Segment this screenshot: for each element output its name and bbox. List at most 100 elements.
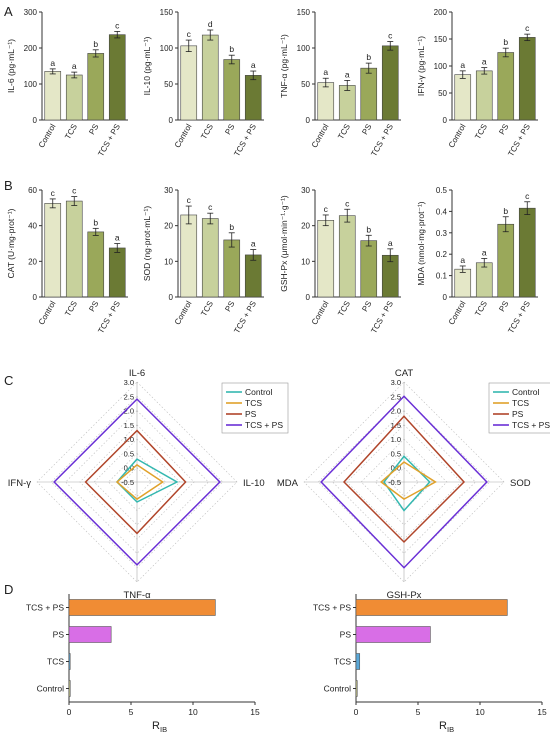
- bar: [355, 599, 508, 616]
- bar: [65, 74, 83, 121]
- x-tick-label: PS: [223, 300, 236, 314]
- significance-letter: a: [460, 255, 465, 265]
- radar-series-line: [342, 415, 466, 544]
- significance-letter: b: [93, 39, 98, 49]
- radar-gridline: [332, 410, 476, 554]
- radar-gridline: [122, 467, 152, 497]
- x-axis-label-subscript: IB: [447, 725, 454, 734]
- radar-gridline: [65, 410, 209, 554]
- x-tick-label: TCS: [199, 300, 215, 318]
- radar-tick-label: -0.5: [121, 478, 134, 487]
- x-axis-label: R: [152, 720, 160, 732]
- y-tick-label: 60: [28, 186, 37, 195]
- bar: [518, 37, 536, 121]
- bar: [87, 231, 105, 298]
- significance-letter: b: [366, 52, 371, 62]
- y-axis-label: TNF-α (pg·mL⁻¹): [279, 34, 289, 98]
- x-tick-label: 0: [354, 707, 359, 717]
- panel-letter-b: B: [4, 178, 13, 193]
- radar-tick-label: 1.5: [124, 421, 134, 430]
- bar: [44, 71, 62, 121]
- bar: [68, 680, 71, 697]
- significance-letter: d: [208, 19, 213, 29]
- x-tick-label: TCS: [199, 123, 215, 141]
- legend-label: PS: [512, 409, 524, 419]
- x-tick-label: PS: [360, 300, 373, 314]
- x-tick-label: PS: [497, 300, 510, 314]
- significance-letter: c: [324, 204, 329, 214]
- legend-label: TCS: [512, 398, 529, 408]
- legend-label: TCS + PS: [245, 420, 283, 430]
- bar: [68, 626, 112, 643]
- x-axis-label-subscript: IB: [160, 725, 167, 734]
- x-tick-label: 10: [188, 707, 198, 717]
- y-tick-label: 100: [434, 62, 448, 71]
- radar-tick-label: 3.0: [391, 378, 401, 387]
- x-tick-label: PS: [223, 123, 236, 137]
- x-tick-label: 15: [537, 707, 547, 717]
- x-tick-label: TCS: [63, 300, 79, 318]
- y-tick-label: 50: [301, 80, 310, 89]
- significance-letter: a: [482, 247, 487, 257]
- y-tick-label: TCS: [47, 657, 64, 667]
- legend-label: Control: [512, 387, 540, 397]
- bar: [355, 680, 358, 697]
- bar: [317, 220, 335, 298]
- legend-label: TCS: [245, 398, 262, 408]
- y-tick-label: 100: [24, 80, 38, 89]
- y-tick-label: 100: [297, 44, 311, 53]
- bar: [223, 239, 241, 298]
- significance-letter: c: [187, 29, 192, 39]
- x-tick-label: TCS + PS: [96, 123, 122, 159]
- y-tick-label: PS: [53, 630, 65, 640]
- bar: [360, 67, 378, 121]
- significance-letter: b: [503, 37, 508, 47]
- panel-letter-a: A: [4, 4, 13, 19]
- bar: [68, 653, 71, 670]
- y-axis-label: IFN-γ (pg·mL⁻¹): [416, 36, 426, 96]
- radar-series-line: [379, 461, 437, 501]
- y-axis-label: MDA (nmol·mg·prot⁻¹): [416, 201, 426, 285]
- bar: [108, 247, 126, 298]
- radar-tick-label: 2.5: [124, 392, 134, 401]
- y-tick-label: 20: [164, 222, 173, 231]
- radar-series-line: [115, 463, 165, 501]
- significance-letter: b: [229, 44, 234, 54]
- bar: [518, 207, 536, 298]
- legend-label: PS: [245, 409, 257, 419]
- radar-axis-label: IL-6: [129, 368, 145, 379]
- bar-chart-mda: 0 0.1 0.2 0.3 0.4 0.5 MDA (nmol·mg·prot⁻¹) a Con…: [416, 186, 538, 335]
- radar-axis-label: TNF-α: [123, 590, 151, 601]
- y-tick-label: 200: [24, 44, 38, 53]
- significance-letter: b: [93, 217, 98, 227]
- y-tick-label: 0.2: [436, 250, 448, 259]
- x-tick-label: PS: [360, 123, 373, 137]
- bar: [475, 262, 493, 298]
- significance-letter: c: [525, 191, 530, 201]
- bar: [65, 200, 83, 298]
- panel-letter-c: C: [4, 373, 13, 388]
- radar-axis-label: MDA: [277, 478, 299, 489]
- x-tick-label: TCS + PS: [232, 300, 258, 336]
- x-tick-label: TCS + PS: [96, 300, 122, 336]
- significance-letter: a: [72, 61, 77, 71]
- hbar-chart-rib2: 0 5 10 15 TCS + PS PS TCS Control R IB: [313, 594, 547, 734]
- y-tick-label: 150: [297, 8, 311, 17]
- y-tick-label: 50: [164, 80, 173, 89]
- significance-letter: b: [503, 206, 508, 216]
- bar: [454, 74, 472, 121]
- x-tick-label: TCS: [336, 300, 352, 318]
- y-tick-label: 0: [33, 293, 38, 302]
- y-tick-label: PS: [340, 630, 352, 640]
- x-tick-label: Control: [310, 299, 331, 326]
- significance-letter: c: [187, 195, 192, 205]
- bar: [338, 215, 356, 298]
- radar-axis-label: CAT: [395, 368, 413, 379]
- x-tick-label: TCS: [63, 123, 79, 141]
- bar-chart-tnfa: 0 50 100 150 TNF-α (pg·mL⁻¹) a Control a TCS b PS c…: [279, 8, 401, 158]
- y-tick-label: 0: [306, 116, 311, 125]
- significance-letter: a: [251, 60, 256, 70]
- bar: [475, 70, 493, 121]
- y-axis-label: IL-6 (pg·mL⁻¹): [6, 39, 16, 93]
- x-tick-label: TCS + PS: [232, 123, 258, 159]
